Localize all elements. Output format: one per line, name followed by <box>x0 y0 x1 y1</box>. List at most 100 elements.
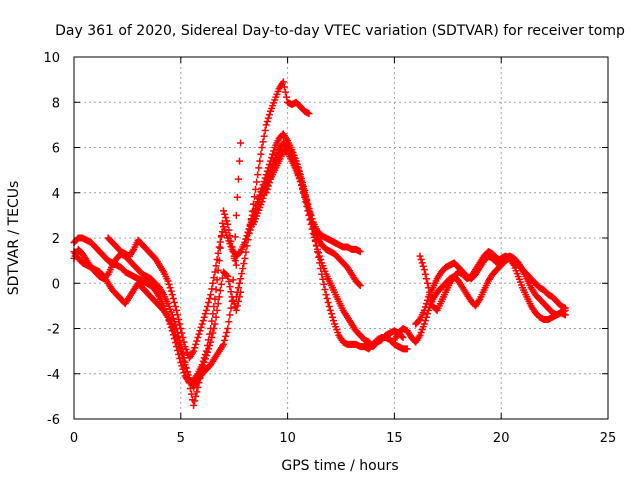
data-point <box>202 306 210 314</box>
data-point-fill <box>217 233 225 241</box>
data-point <box>211 320 219 328</box>
data-point-fill <box>197 370 205 378</box>
data-point-fill <box>246 226 254 234</box>
data-point-fill <box>184 374 192 382</box>
data-point-fill <box>187 390 195 398</box>
data-point-fill <box>242 235 250 243</box>
y-axis-label: SDTVAR / TECUs <box>6 181 22 296</box>
data-point-fill <box>225 278 233 286</box>
x-tick-label: 10 <box>279 431 296 446</box>
data-point-fill <box>250 193 258 201</box>
data-point-fill <box>186 384 194 392</box>
data-point-fill <box>299 181 307 189</box>
x-tick-label: 5 <box>177 431 185 446</box>
data-point-fill <box>257 192 265 200</box>
data-point <box>356 248 364 256</box>
data-point <box>164 313 172 321</box>
data-point <box>296 173 304 181</box>
x-axis-label: GPS time / hours <box>281 458 398 474</box>
data-point-fill <box>422 300 430 308</box>
data-point <box>220 340 228 348</box>
data-point-fill <box>206 341 214 349</box>
data-point-fill <box>328 313 336 321</box>
data-point-fill <box>213 255 221 263</box>
data-point-fill <box>231 257 239 265</box>
data-point-fill <box>200 358 208 366</box>
data-point-fill <box>171 339 179 347</box>
data-point-fill <box>281 88 289 96</box>
data-point-fill <box>265 111 273 119</box>
data-point <box>326 306 334 314</box>
data-point <box>279 78 287 86</box>
y-tick-label: -4 <box>47 368 60 383</box>
data-point <box>215 293 223 301</box>
x-tick-label: 20 <box>493 431 510 446</box>
series-track-8 <box>245 148 364 290</box>
data-point-fill <box>263 185 271 193</box>
data-point-fill <box>217 280 225 288</box>
data-point-fill <box>199 317 207 325</box>
data-point <box>249 216 257 224</box>
series-track-9 <box>262 144 364 256</box>
data-point-fill <box>242 248 250 256</box>
y-tick-label: 10 <box>43 51 60 66</box>
data-point-fill <box>270 147 278 155</box>
data-point <box>241 239 249 247</box>
data-point-fill <box>167 323 175 331</box>
data-point-fill <box>324 298 332 306</box>
data-point-fill <box>293 163 301 171</box>
data-point-fill <box>179 349 187 357</box>
chart-title: Day 361 of 2020, Sidereal Day-to-day VTE… <box>55 23 625 39</box>
data-point <box>173 343 181 351</box>
data-points <box>70 78 569 409</box>
data-point-fill <box>210 274 218 282</box>
data-point-fill <box>263 117 271 125</box>
data-point-fill <box>418 259 426 267</box>
data-point-fill <box>280 83 288 91</box>
data-point <box>190 401 198 409</box>
data-point-fill <box>240 259 248 267</box>
data-point <box>399 334 407 342</box>
data-point-fill <box>201 355 209 363</box>
data-point-fill <box>264 182 272 190</box>
data-point-fill <box>250 213 258 221</box>
data-point-fill <box>176 320 184 328</box>
data-point-fill <box>204 348 211 356</box>
data-point-fill <box>248 219 256 227</box>
data-point-fill <box>424 310 432 318</box>
data-point-fill <box>200 313 208 321</box>
data-point-fill <box>216 244 224 252</box>
data-point-fill <box>212 262 220 270</box>
data-point <box>207 291 215 299</box>
data-point <box>420 266 428 274</box>
data-point-fill <box>316 252 324 260</box>
data-point <box>258 144 266 151</box>
series-track-5 <box>232 78 313 301</box>
data-point-fill <box>193 337 201 345</box>
data-point-fill <box>165 317 173 325</box>
data-point-fill <box>221 336 229 344</box>
data-point-fill <box>227 304 235 312</box>
data-point-fill <box>223 328 231 336</box>
data-point-fill <box>208 285 216 293</box>
data-point-fill <box>174 311 182 319</box>
data-point <box>292 159 300 167</box>
data-point-fill <box>178 329 186 337</box>
data-point-fill <box>239 265 247 273</box>
data-point-fill <box>192 392 200 400</box>
data-point-fill <box>221 210 229 218</box>
data-point-fill <box>233 302 241 310</box>
data-point <box>194 334 202 342</box>
data-point <box>262 189 270 197</box>
data-point-fill <box>210 302 218 310</box>
data-point-fill <box>170 298 178 306</box>
data-point <box>190 347 198 355</box>
data-point-fill <box>294 166 302 174</box>
data-point-fill <box>191 397 199 405</box>
series-track-12 <box>390 254 569 346</box>
data-point-fill <box>421 317 429 325</box>
data-point-fill <box>238 270 246 278</box>
data-point <box>262 121 270 129</box>
data-point-fill <box>424 279 432 287</box>
